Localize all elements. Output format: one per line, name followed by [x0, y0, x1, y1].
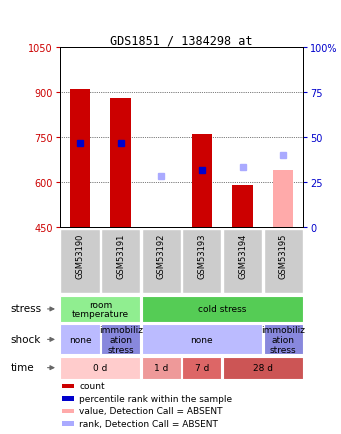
- Bar: [223, 357, 303, 379]
- Text: shock: shock: [11, 334, 41, 344]
- Text: GSM53194: GSM53194: [238, 233, 247, 279]
- Text: none: none: [69, 335, 91, 344]
- Bar: [192, 135, 212, 228]
- Text: rank, Detection Call = ABSENT: rank, Detection Call = ABSENT: [79, 419, 218, 428]
- Text: time: time: [11, 362, 34, 372]
- Bar: [70, 90, 90, 228]
- Text: GSM53191: GSM53191: [116, 233, 125, 279]
- Bar: [182, 357, 222, 379]
- Bar: [264, 325, 303, 355]
- Bar: [60, 357, 140, 379]
- Bar: [60, 296, 140, 322]
- Text: GSM53192: GSM53192: [157, 233, 166, 279]
- Bar: [142, 325, 262, 355]
- Bar: [232, 186, 253, 228]
- Text: GSM53190: GSM53190: [75, 233, 85, 279]
- Text: 7 d: 7 d: [195, 363, 209, 372]
- Bar: [62, 396, 74, 401]
- Text: count: count: [79, 381, 105, 391]
- Text: none: none: [191, 335, 213, 344]
- Bar: [101, 229, 140, 294]
- Bar: [142, 357, 181, 379]
- Title: GDS1851 / 1384298_at: GDS1851 / 1384298_at: [110, 33, 253, 46]
- Bar: [182, 229, 222, 294]
- Bar: [62, 384, 74, 388]
- Bar: [62, 421, 74, 426]
- Text: room
temperature: room temperature: [72, 300, 129, 319]
- Text: GSM53193: GSM53193: [197, 233, 206, 279]
- Bar: [264, 229, 303, 294]
- Text: stress: stress: [11, 304, 42, 314]
- Text: immobiliz
ation
stress: immobiliz ation stress: [261, 326, 305, 354]
- Bar: [101, 325, 140, 355]
- Bar: [223, 229, 262, 294]
- Text: 0 d: 0 d: [93, 363, 107, 372]
- Text: percentile rank within the sample: percentile rank within the sample: [79, 394, 232, 403]
- Bar: [110, 99, 131, 228]
- Text: immobiliz
ation
stress: immobiliz ation stress: [99, 326, 143, 354]
- Text: 1 d: 1 d: [154, 363, 168, 372]
- Bar: [142, 296, 303, 322]
- Text: value, Detection Call = ABSENT: value, Detection Call = ABSENT: [79, 407, 223, 415]
- Bar: [142, 229, 181, 294]
- Bar: [60, 229, 100, 294]
- Bar: [273, 171, 293, 228]
- Text: 28 d: 28 d: [253, 363, 273, 372]
- Text: GSM53195: GSM53195: [279, 233, 288, 279]
- Bar: [62, 409, 74, 413]
- Text: cold stress: cold stress: [198, 305, 247, 314]
- Bar: [60, 325, 100, 355]
